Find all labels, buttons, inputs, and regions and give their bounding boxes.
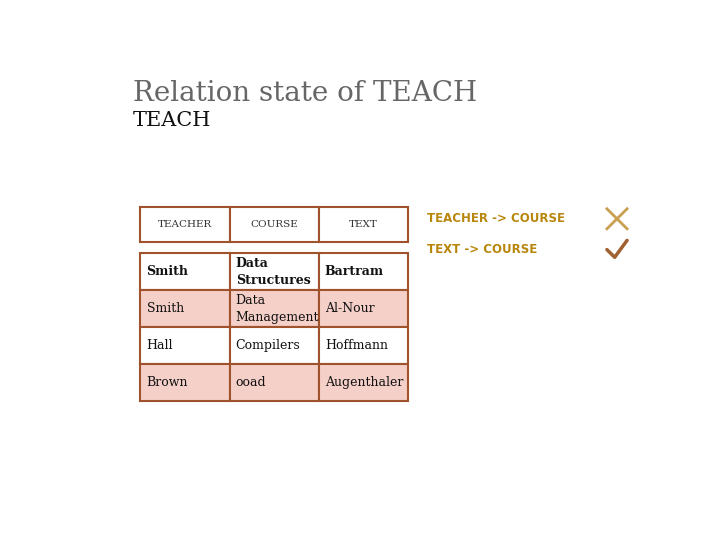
Bar bbox=[230, 207, 319, 242]
Text: ooad: ooad bbox=[235, 376, 266, 389]
Bar bbox=[319, 253, 408, 291]
Text: Brown: Brown bbox=[147, 376, 188, 389]
Text: TEXT -> COURSE: TEXT -> COURSE bbox=[427, 243, 537, 256]
Bar bbox=[319, 207, 408, 242]
Text: Data
Structures: Data Structures bbox=[235, 257, 310, 287]
Bar bbox=[230, 364, 319, 401]
Bar bbox=[319, 364, 408, 401]
Text: Compilers: Compilers bbox=[235, 339, 300, 353]
Text: Bartram: Bartram bbox=[325, 266, 384, 279]
Bar bbox=[319, 291, 408, 327]
Bar bbox=[140, 327, 230, 365]
Text: Data
Management: Data Management bbox=[235, 294, 319, 324]
Bar bbox=[230, 327, 319, 365]
Bar bbox=[230, 291, 319, 327]
Text: Smith: Smith bbox=[147, 266, 189, 279]
Bar bbox=[140, 364, 230, 401]
Text: Al-Nour: Al-Nour bbox=[325, 302, 374, 315]
Text: TEACHER: TEACHER bbox=[158, 220, 212, 229]
Text: COURSE: COURSE bbox=[250, 220, 298, 229]
Bar bbox=[319, 327, 408, 365]
Bar bbox=[140, 291, 230, 327]
Text: Smith: Smith bbox=[147, 302, 184, 315]
Text: TEXT: TEXT bbox=[348, 220, 377, 229]
Text: TEACHER -> COURSE: TEACHER -> COURSE bbox=[427, 212, 565, 225]
Text: Hoffmann: Hoffmann bbox=[325, 339, 388, 353]
Bar bbox=[140, 207, 230, 242]
Text: Hall: Hall bbox=[147, 339, 173, 353]
Text: Augenthaler: Augenthaler bbox=[325, 376, 403, 389]
Bar bbox=[230, 253, 319, 291]
Text: TEACH: TEACH bbox=[132, 111, 211, 130]
Text: Relation state of TEACH: Relation state of TEACH bbox=[132, 80, 477, 107]
Bar bbox=[140, 253, 230, 291]
